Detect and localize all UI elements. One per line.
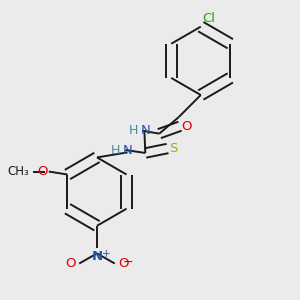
Text: O: O	[118, 257, 128, 270]
Text: CH₃: CH₃	[7, 165, 29, 178]
Text: −: −	[123, 256, 134, 268]
Text: H: H	[111, 143, 120, 157]
Text: O: O	[37, 165, 48, 178]
Text: N: N	[122, 143, 132, 157]
Text: +: +	[102, 249, 111, 259]
Text: H: H	[128, 124, 138, 137]
Text: N: N	[92, 250, 103, 262]
Text: O: O	[66, 257, 76, 270]
Text: N: N	[140, 124, 150, 137]
Text: Cl: Cl	[202, 12, 215, 25]
Text: O: O	[182, 120, 192, 133]
Text: S: S	[169, 142, 177, 155]
